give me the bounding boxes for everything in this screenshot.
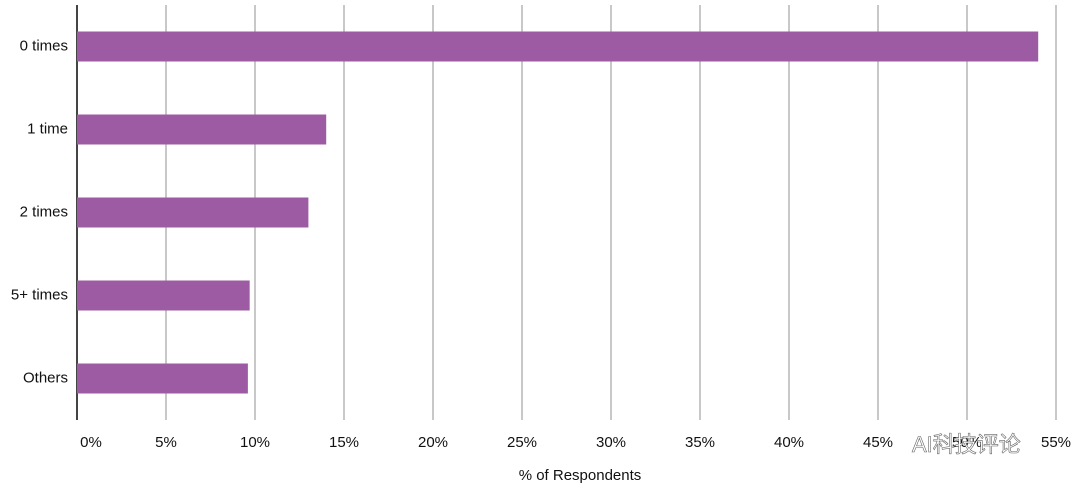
x-tick-label: 15%: [329, 434, 359, 451]
watermark: AI科技评论: [912, 432, 1021, 457]
x-tick-label: 25%: [507, 434, 537, 451]
bar: [77, 31, 1039, 62]
bar: [77, 197, 309, 228]
y-tick-label: 1 time: [27, 120, 68, 137]
x-tick-label: 30%: [596, 434, 626, 451]
x-tick-label: 20%: [418, 434, 448, 451]
y-tick-label: 5+ times: [11, 286, 68, 303]
x-tick-label: 40%: [774, 434, 804, 451]
x-tick-label: 5%: [155, 434, 177, 451]
bar: [77, 114, 327, 145]
x-tick-label: 35%: [685, 434, 715, 451]
y-tick-label: Others: [23, 369, 68, 386]
x-tick-label: 50%: [952, 434, 982, 451]
y-tick-label: 0 times: [20, 37, 68, 54]
x-tick-label: 0%: [80, 434, 102, 451]
bar: [77, 363, 248, 394]
x-axis-label: % of Respondents: [519, 467, 642, 484]
x-tick-label: 45%: [863, 434, 893, 451]
x-tick-label: 10%: [240, 434, 270, 451]
bar: [77, 280, 250, 311]
x-tick-label: 55%: [1041, 434, 1071, 451]
y-tick-label: 2 times: [20, 203, 68, 220]
